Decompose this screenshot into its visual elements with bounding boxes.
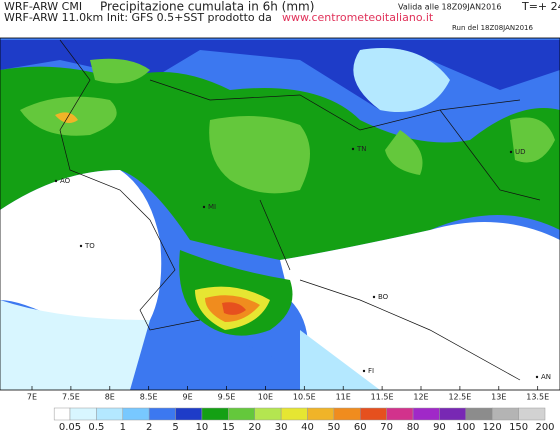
longitude-label: 10E — [258, 393, 273, 402]
city-label: UD — [515, 148, 526, 156]
legend-swatch — [360, 407, 387, 421]
longitude-label: 11.5E — [371, 393, 394, 402]
legend-swatch — [412, 407, 440, 421]
legend-swatch — [254, 407, 282, 421]
city-dot — [79, 244, 83, 248]
longitude-label: 7.5E — [62, 393, 80, 402]
city-dot — [351, 147, 355, 151]
city-labels: AO TO MI TN UD BO FI AN — [54, 145, 551, 381]
longitude-label: 9E — [183, 393, 193, 402]
run-time: Run del 18Z08JAN2016 — [452, 24, 534, 32]
longitude-label: 10.5E — [293, 393, 316, 402]
legend-swatch — [491, 407, 519, 421]
legend-swatch — [148, 407, 176, 421]
longitude-label: 7E — [27, 393, 37, 402]
city-label: MI — [208, 203, 216, 211]
legend-level: 70 — [380, 422, 393, 433]
legend-level: 30 — [275, 422, 288, 433]
legend-swatch — [465, 407, 493, 421]
legend-swatch — [122, 407, 150, 421]
legend-level: 40 — [301, 422, 314, 433]
legend-level: 60 — [354, 422, 367, 433]
legend-swatch — [53, 407, 71, 421]
legend-level: 15 — [222, 422, 235, 433]
legend-swatch — [175, 407, 203, 421]
longitude-axis: 7E 7.5E 8E 8.5E 9E 9.5E 10E 10.5E 11E 11.5E 12E 12.… — [27, 386, 549, 402]
legend-level: 50 — [328, 422, 341, 433]
legend-swatch — [201, 407, 229, 421]
longitude-label: 12.5E — [448, 393, 471, 402]
longitude-label: 13E — [491, 393, 506, 402]
city-dot — [54, 179, 58, 183]
city-label: TO — [84, 242, 95, 250]
city-label: AN — [541, 373, 551, 381]
legend-swatch — [69, 407, 97, 421]
longitude-label: 13.5E — [526, 393, 549, 402]
longitude-label: 11E — [336, 393, 351, 402]
longitude-label: 8E — [105, 393, 115, 402]
legend-swatch — [386, 407, 414, 421]
city-label: BO — [378, 293, 389, 301]
city-label: FI — [368, 367, 374, 375]
legend-swatch — [518, 407, 546, 421]
legend-swatch — [96, 407, 124, 421]
longitude-label: 12E — [413, 393, 428, 402]
legend-level: 200 — [535, 422, 554, 433]
longitude-label: 8.5E — [140, 393, 158, 402]
model-label: WRF-ARW CMI — [4, 0, 82, 13]
legend-level: 10 — [196, 422, 209, 433]
legend-level: 20 — [248, 422, 261, 433]
legend-level: 0.5 — [88, 422, 104, 433]
title: Precipitazione cumulata in 6h (mm) — [100, 0, 314, 14]
legend-level: 5 — [172, 422, 178, 433]
map-frame — [0, 37, 560, 391]
legend-level: 120 — [483, 422, 502, 433]
city-dot — [535, 375, 539, 379]
legend-swatch — [333, 407, 361, 421]
city-dot — [509, 150, 513, 154]
legend-swatch — [439, 407, 467, 421]
legend-swatch — [280, 407, 308, 421]
legend-level: 100 — [456, 422, 475, 433]
website: www.centrometeoitaliano.it — [282, 11, 434, 24]
legend-level: 90 — [433, 422, 446, 433]
forecast-step: T=+ 24 — [521, 0, 560, 13]
legend-level: 0.05 — [59, 422, 81, 433]
borders — [59, 39, 541, 381]
legend-level: 80 — [407, 422, 420, 433]
city-dot — [362, 369, 366, 373]
legend-swatch — [228, 407, 255, 421]
city-label: TN — [356, 145, 367, 153]
legend-level: 2 — [146, 422, 152, 433]
model-detail: WRF-ARW 11.0km Init: GFS 0.5+SST prodott… — [4, 11, 272, 24]
city-dot — [372, 295, 376, 299]
longitude-label: 9.5E — [218, 393, 236, 402]
legend-level: 1 — [120, 422, 126, 433]
legend: 0.05 0.5 1 2 5 10 15 20 30 40 50 60 70 80 90 100 120 150 2… — [53, 407, 555, 433]
precipitation-field — [0, 37, 560, 391]
city-label: AO — [60, 177, 71, 185]
legend-level: 150 — [509, 422, 528, 433]
city-dot — [202, 205, 206, 209]
legend-swatch — [307, 407, 335, 421]
valid-time: Valida alle 18Z09JAN2016 — [398, 3, 501, 12]
